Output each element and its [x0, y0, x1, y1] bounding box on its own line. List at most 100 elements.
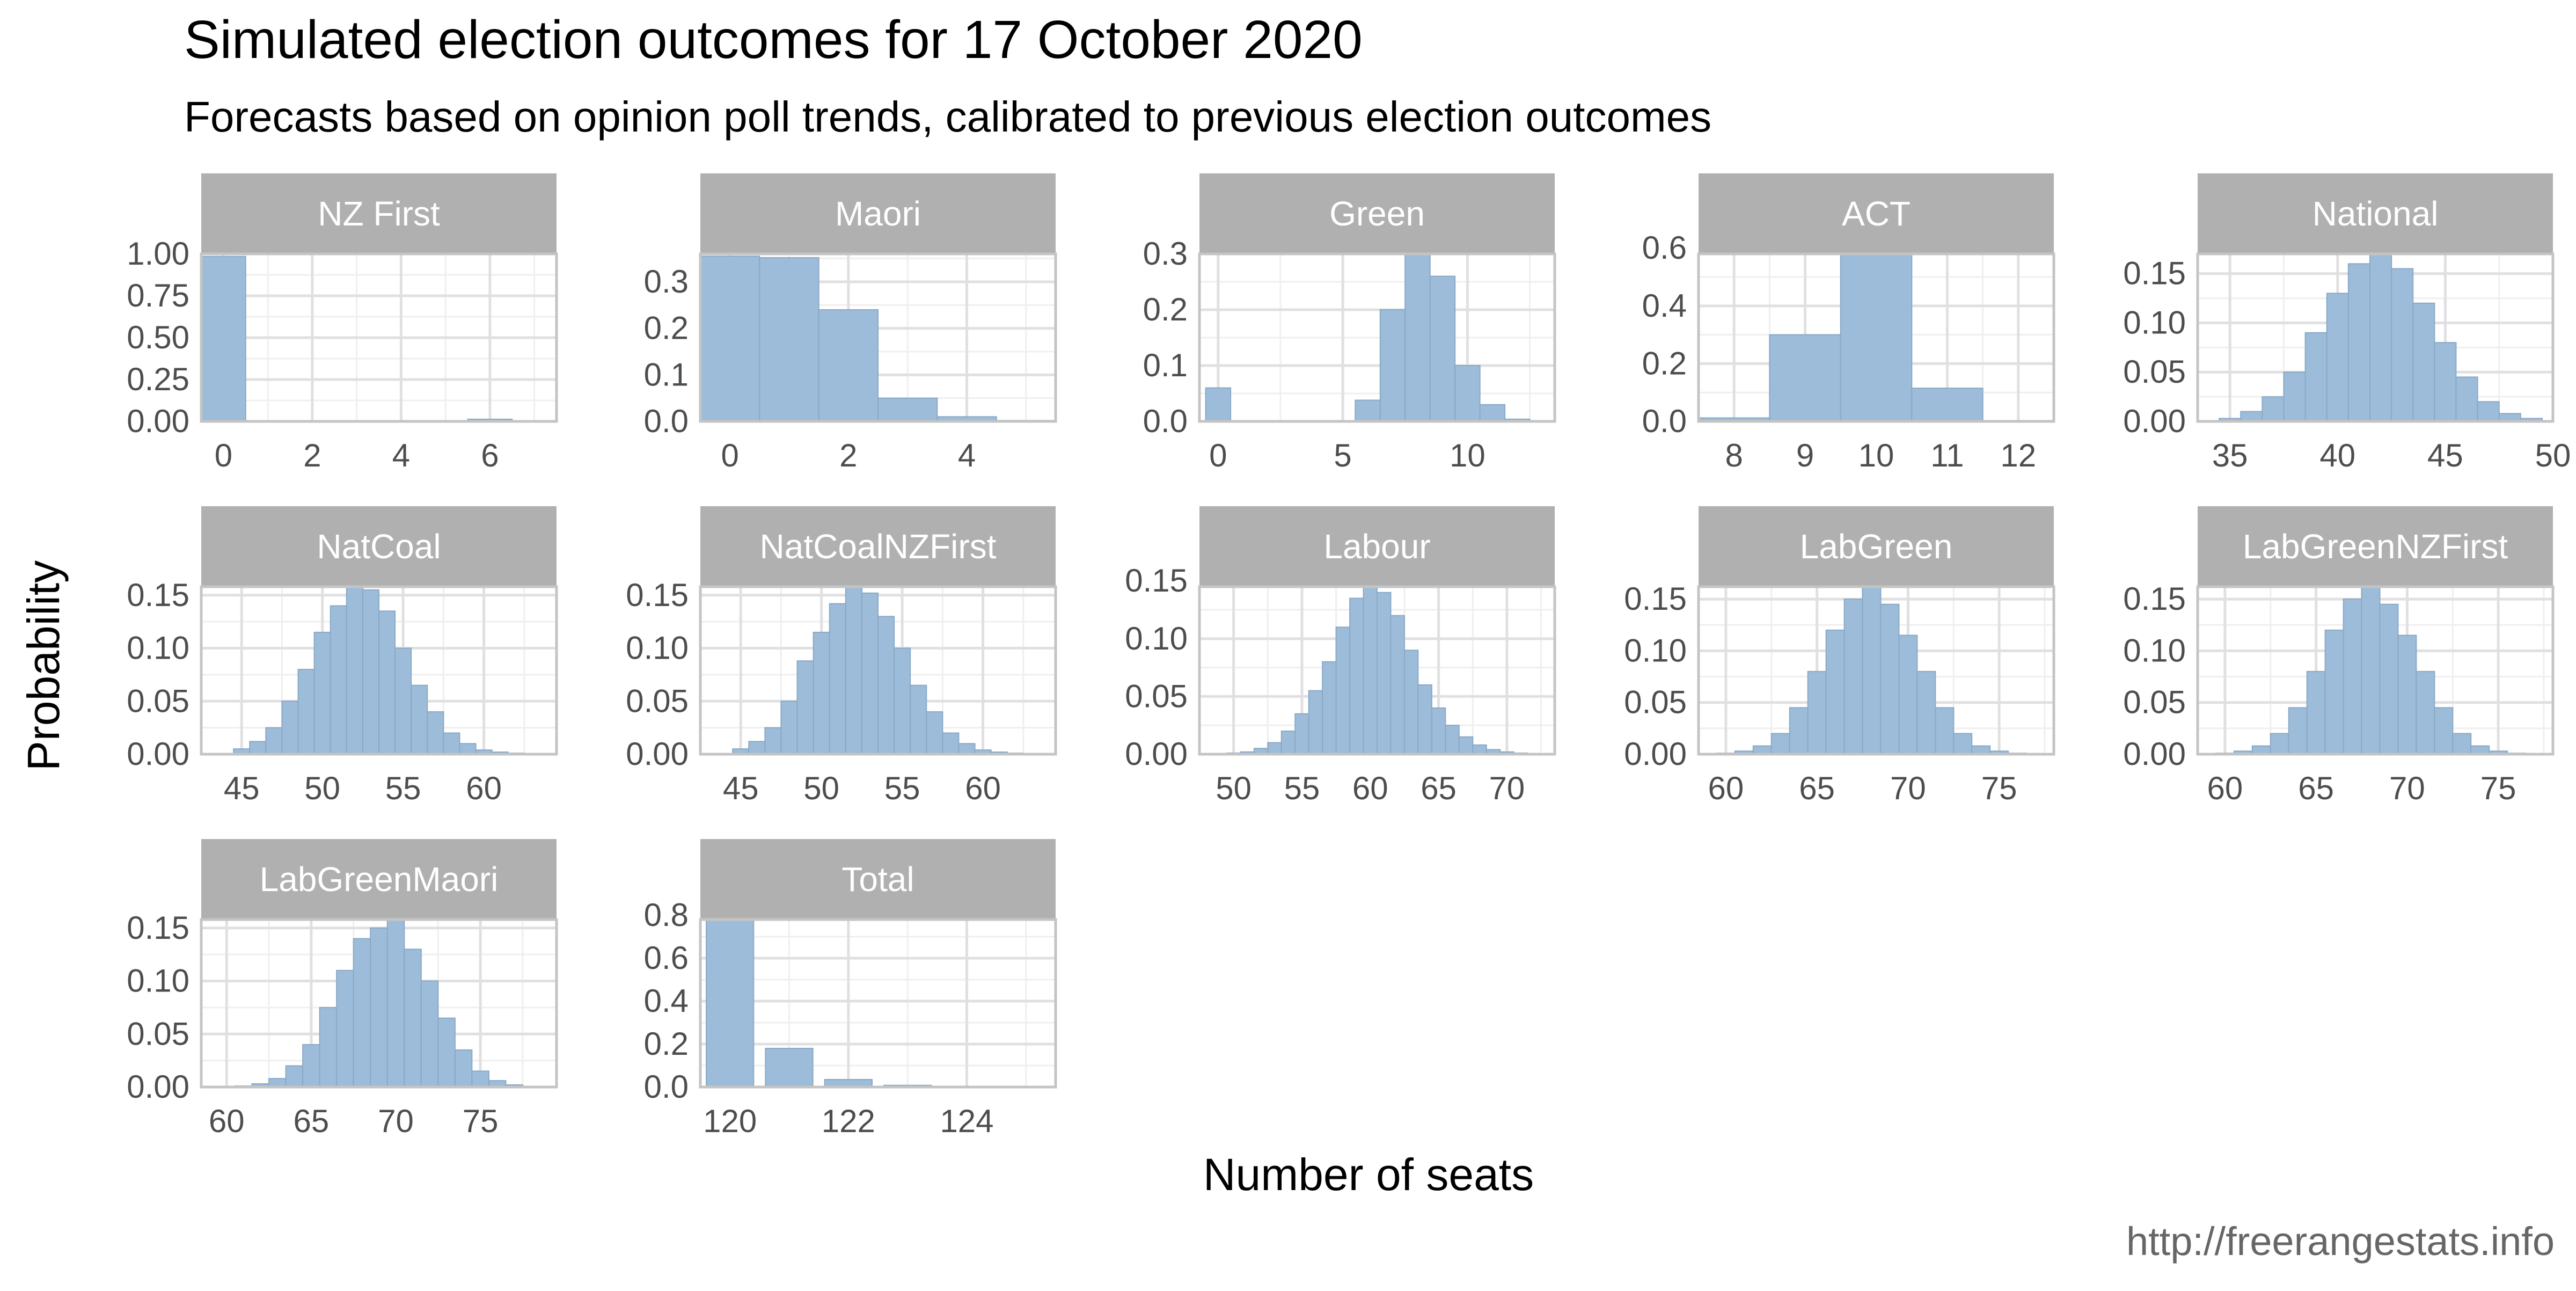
x-tick-label: 60 [209, 1103, 245, 1139]
histogram-bar [1845, 599, 1863, 754]
y-tick-label: 0.2 [1642, 345, 1687, 381]
histogram-bar [250, 741, 266, 754]
y-tick-label: 0.3 [1143, 236, 1188, 272]
histogram-bar [354, 939, 371, 1087]
x-tick-label: 6 [481, 437, 499, 473]
x-tick-label: 70 [378, 1103, 414, 1139]
y-tick-label: 0.10 [1125, 621, 1188, 657]
histogram-bar [1772, 733, 1790, 754]
x-tick-label: 65 [2298, 770, 2334, 806]
histogram-bar [1336, 627, 1350, 754]
histogram-bar [472, 1071, 489, 1087]
histogram-bar [926, 712, 942, 754]
y-tick-label: 0.00 [1624, 736, 1687, 772]
histogram-bar [455, 1050, 472, 1087]
histogram-bar [427, 712, 443, 754]
histogram-bar [370, 928, 387, 1087]
x-tick-label: 8 [1725, 437, 1743, 473]
strip-label: Maori [835, 194, 921, 233]
histogram-bar [2327, 293, 2348, 421]
y-tick-label: 0.05 [2123, 354, 2186, 390]
histogram-bar [459, 743, 475, 754]
x-tick-label: 45 [723, 770, 759, 806]
y-tick-label: 0.10 [626, 630, 689, 666]
histogram-bar [387, 920, 405, 1087]
histogram-bar [765, 1048, 813, 1087]
histogram-bar [347, 587, 363, 754]
histogram-bar [781, 701, 797, 754]
histogram-bar [1391, 616, 1404, 754]
histogram-bar [1206, 388, 1231, 421]
histogram-bar [1432, 708, 1445, 754]
histogram-bar [1459, 737, 1473, 754]
x-tick-label: 4 [392, 437, 410, 473]
histogram-bar [336, 971, 354, 1087]
x-tick-label: 55 [1284, 770, 1320, 806]
histogram-bar [1899, 636, 1917, 754]
y-tick-label: 1.00 [127, 236, 189, 272]
histogram-bar [2434, 342, 2456, 421]
y-tick-label: 0.3 [644, 264, 689, 300]
histogram-bar [2416, 672, 2434, 754]
histogram-bar [2344, 599, 2362, 754]
y-tick-label: 0.05 [1125, 678, 1188, 714]
x-tick-label: 60 [466, 770, 502, 806]
strip-label: Green [1329, 194, 1425, 233]
histogram-bar [303, 1045, 320, 1087]
histogram-bar [759, 258, 818, 421]
x-tick-label: 45 [224, 770, 260, 806]
strip-label: National [2312, 194, 2439, 233]
histogram-bar [201, 257, 246, 421]
x-tick-label: 55 [884, 770, 920, 806]
histogram-bar [320, 1008, 337, 1087]
histogram-bar [1769, 335, 1840, 421]
histogram-bar [830, 604, 846, 754]
histogram-bar [1953, 733, 1972, 754]
x-tick-label: 12 [2000, 437, 2036, 473]
histogram-bar [2348, 264, 2370, 421]
y-tick-label: 0.0 [1143, 403, 1188, 439]
histogram-bar [404, 949, 421, 1087]
y-tick-label: 0.4 [644, 983, 689, 1019]
x-tick-label: 0 [215, 437, 232, 473]
histogram-bar [894, 648, 910, 754]
x-tick-label: 0 [1209, 437, 1227, 473]
y-tick-label: 0.2 [1143, 291, 1188, 327]
x-tick-label: 50 [304, 770, 340, 806]
histogram-bar [1917, 672, 1935, 754]
histogram-bar [314, 632, 331, 754]
x-tick-label: 0 [721, 437, 738, 473]
histogram-bar [286, 1066, 303, 1087]
y-tick-label: 0.00 [2123, 403, 2186, 439]
x-tick-label: 50 [2535, 437, 2571, 473]
y-tick-label: 0.25 [127, 361, 189, 397]
y-tick-label: 0.0 [1642, 403, 1687, 439]
x-tick-label: 65 [1799, 770, 1835, 806]
y-tick-label: 0.1 [1143, 347, 1188, 383]
histogram-bar [2362, 587, 2380, 754]
x-tick-label: 70 [1890, 770, 1926, 806]
y-tick-label: 0.15 [2123, 256, 2186, 291]
histogram-bar [266, 728, 282, 754]
histogram-bar [942, 733, 958, 754]
x-tick-label: 60 [1352, 770, 1388, 806]
strip-label: Labour [1323, 527, 1430, 566]
histogram-bar [910, 685, 926, 754]
x-tick-label: 10 [1450, 437, 1485, 473]
x-tick-label: 40 [2319, 437, 2355, 473]
y-tick-label: 0.05 [127, 683, 189, 719]
y-tick-label: 0.00 [2123, 736, 2186, 772]
histogram-bar [2284, 372, 2305, 421]
histogram-bar [706, 920, 753, 1087]
histogram-bar [331, 606, 347, 754]
histogram-bar [395, 648, 411, 754]
y-tick-label: 0.10 [1624, 632, 1687, 668]
y-tick-label: 0.2 [644, 310, 689, 346]
y-axis-label: Probability [18, 560, 69, 771]
histogram-bar [1282, 731, 1295, 754]
